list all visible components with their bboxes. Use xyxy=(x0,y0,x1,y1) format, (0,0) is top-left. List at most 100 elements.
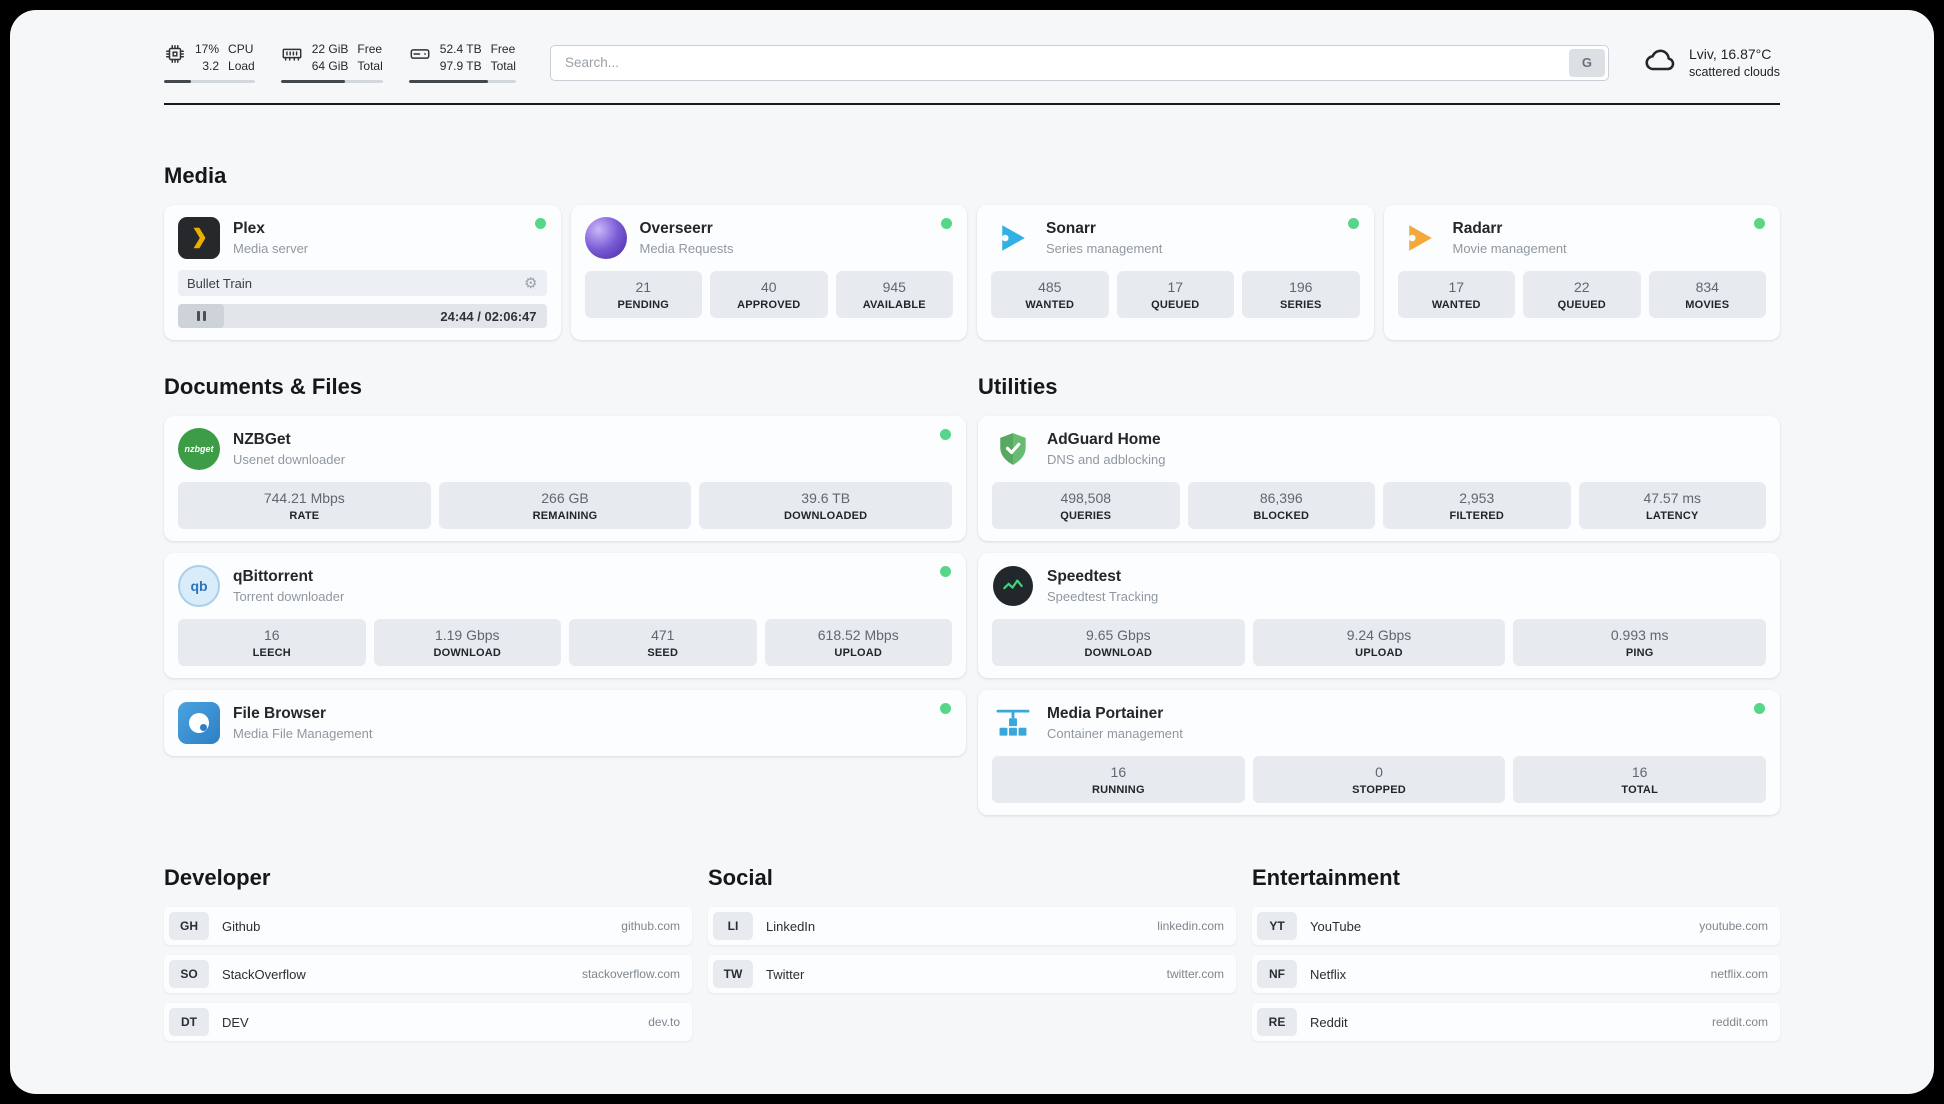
status-dot xyxy=(1754,218,1765,229)
stat-queued: 22 QUEUED xyxy=(1523,271,1641,318)
weather-location: Lviv, 16.87°C xyxy=(1688,46,1772,62)
bookmark-youtube[interactable]: YT YouTube youtube.com xyxy=(1252,907,1780,945)
app-subtitle: Usenet downloader xyxy=(233,452,346,467)
pause-icon[interactable] xyxy=(178,304,224,328)
stat-value: 16 xyxy=(1110,764,1127,780)
radarr-card[interactable]: Radarr Movie management 17 WANTED 22 QUE… xyxy=(1383,205,1780,340)
top-bar: 17% 3.2 CPU Load xyxy=(164,10,1780,83)
stat-label: QUEUED xyxy=(1151,299,1200,311)
stat-pending: 21 PENDING xyxy=(584,271,702,318)
sonarr-icon xyxy=(991,217,1033,259)
bookmark-url: linkedin.com xyxy=(1157,919,1224,933)
media-section-title: Media xyxy=(164,163,227,188)
nzbget-card[interactable]: nzbget NZBGet Usenet downloader 744.21 M… xyxy=(164,416,966,541)
app-name: Plex xyxy=(233,220,265,237)
app-name: Speedtest xyxy=(1047,568,1122,585)
app-subtitle: DNS and adblocking xyxy=(1047,452,1166,467)
app-name: Radarr xyxy=(1452,220,1503,237)
stat-upload: 9.24 Gbps UPLOAD xyxy=(1252,619,1506,666)
speedtest-card[interactable]: Speedtest Speedtest Tracking 9.65 Gbps D… xyxy=(978,553,1780,678)
adguard-card[interactable]: AdGuard Home DNS and adblocking 498,508 … xyxy=(978,416,1780,541)
stat-remaining: 266 GB REMAINING xyxy=(438,482,692,529)
stat-value: 9.24 Gbps xyxy=(1346,627,1412,643)
stat-label: BLOCKED xyxy=(1253,510,1310,522)
stat-value: 945 xyxy=(882,279,906,295)
stat-label: UPLOAD xyxy=(834,647,883,659)
bookmark-badge: SO xyxy=(169,960,209,988)
stat-value: 196 xyxy=(1289,279,1313,295)
dashboard-page: 17% 3.2 CPU Load xyxy=(10,10,1934,1094)
stat-value: 266 GB xyxy=(541,490,589,506)
utilities-section-title: Utilities xyxy=(978,374,1058,399)
stat-label: LEECH xyxy=(252,647,291,659)
qbittorrent-card[interactable]: qb qBittorrent Torrent downloader 16 LEE… xyxy=(164,553,966,678)
stat-approved: 40 APPROVED xyxy=(710,271,828,318)
bookmark-stackoverflow[interactable]: SO StackOverflow stackoverflow.com xyxy=(164,955,692,993)
app-subtitle: Media Requests xyxy=(639,241,734,256)
bookmark-reddit[interactable]: RE Reddit reddit.com xyxy=(1252,1003,1780,1041)
bookmark-dev[interactable]: DT DEV dev.to xyxy=(164,1003,692,1041)
bookmark-url: twitter.com xyxy=(1166,967,1224,981)
app-name: File Browser xyxy=(233,705,327,722)
stat-value: 21 xyxy=(635,279,652,295)
entertainment-section-title: Entertainment xyxy=(1252,865,1400,890)
app-name: AdGuard Home xyxy=(1047,431,1161,448)
stat-value: 471 xyxy=(651,627,675,643)
stat-available: 945 AVAILABLE xyxy=(835,271,953,318)
documents-section: Documents & Files nzbget NZBGet Usenet d… xyxy=(164,374,966,756)
sonarr-card[interactable]: Sonarr Series management 485 WANTED 17 Q… xyxy=(977,205,1374,340)
weather-widget: Lviv, 16.87°C scattered clouds xyxy=(1643,42,1780,83)
stat-value: 1.19 Gbps xyxy=(434,627,500,643)
portainer-card[interactable]: Media Portainer Container management 16 … xyxy=(978,690,1780,815)
bookmark-twitter[interactable]: TW Twitter twitter.com xyxy=(708,955,1236,993)
app-subtitle: Media File Management xyxy=(233,726,373,741)
bookmark-netflix[interactable]: NF Netflix netflix.com xyxy=(1252,955,1780,993)
developer-section-title: Developer xyxy=(164,865,271,890)
stat-filtered: 2,953 FILTERED xyxy=(1383,482,1571,529)
overseerr-card[interactable]: Overseerr Media Requests 21 PENDING 40 A… xyxy=(570,205,967,340)
cloud-icon xyxy=(1643,42,1679,83)
plex-icon xyxy=(178,217,220,259)
developer-section: Developer GH Github github.com SO StackO… xyxy=(164,865,692,1051)
cpu-values: 17% 3.2 xyxy=(195,42,220,73)
stat-total: 16 TOTAL xyxy=(1513,756,1767,803)
plex-card[interactable]: Plex Media server Bullet Train ⚙ 24:44 /… xyxy=(164,205,561,340)
app-subtitle: Media server xyxy=(233,241,309,256)
stat-value: 834 xyxy=(1695,279,1719,295)
filebrowser-icon xyxy=(178,702,220,744)
stat-queued: 17 QUEUED xyxy=(1116,271,1234,318)
stat-value: 9.65 Gbps xyxy=(1086,627,1151,643)
stat-value: 498,508 xyxy=(1060,490,1112,506)
stat-label: WANTED xyxy=(1431,299,1481,311)
radarr-icon xyxy=(1398,217,1440,259)
bookmark-name: LinkedIn xyxy=(766,918,816,934)
bookmark-linkedin[interactable]: LI LinkedIn linkedin.com xyxy=(708,907,1236,945)
stat-label: DOWNLOADED xyxy=(784,510,868,522)
stat-value: 0 xyxy=(1375,764,1383,780)
search-engine-button[interactable]: G xyxy=(1568,48,1605,77)
filebrowser-card[interactable]: File Browser Media File Management xyxy=(164,690,966,756)
playback-progress-bar[interactable]: 24:44 / 02:06:47 xyxy=(178,304,547,328)
stat-series: 196 SERIES xyxy=(1242,271,1360,318)
stat-label: LATENCY xyxy=(1645,510,1699,522)
now-playing-title: Bullet Train xyxy=(187,275,253,291)
ram-labels: Free Total xyxy=(357,42,383,73)
search-input[interactable] xyxy=(549,44,1609,81)
disk-values: 52.4 TB 97.9 TB xyxy=(439,42,482,73)
stat-stopped: 0 STOPPED xyxy=(1252,756,1506,803)
bookmark-github[interactable]: GH Github github.com xyxy=(164,907,692,945)
stat-value: 40 xyxy=(760,279,777,295)
stat-label: SEED xyxy=(647,647,679,659)
media-section: Media Plex Media server xyxy=(164,163,1780,340)
app-subtitle: Speedtest Tracking xyxy=(1047,589,1159,604)
stat-label: AVAILABLE xyxy=(862,299,926,311)
disk-progress-bar xyxy=(408,80,516,83)
gear-icon[interactable]: ⚙ xyxy=(524,274,538,292)
speedtest-icon xyxy=(992,565,1034,607)
stat-downloaded: 39.6 TB DOWNLOADED xyxy=(699,482,953,529)
bookmark-badge: GH xyxy=(169,912,209,940)
stat-value: 47.57 ms xyxy=(1643,490,1702,506)
app-name: Overseerr xyxy=(639,220,713,237)
nzbget-icon: nzbget xyxy=(178,428,220,470)
stat-label: UPLOAD xyxy=(1355,647,1403,659)
